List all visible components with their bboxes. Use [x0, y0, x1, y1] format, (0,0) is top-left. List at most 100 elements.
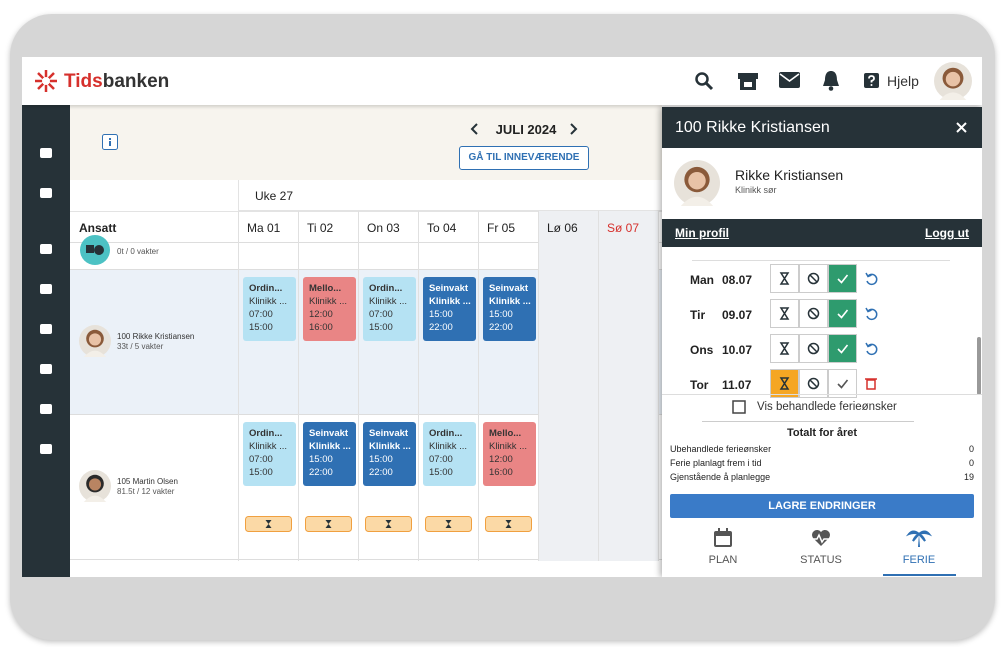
show-processed-checkbox[interactable]	[732, 400, 746, 414]
pending-button[interactable]	[770, 299, 799, 328]
day-header: To 04	[427, 221, 457, 235]
sidebar-icon-part	[40, 324, 52, 334]
totals-value: 0	[968, 444, 974, 454]
pending-button[interactable]	[770, 334, 799, 363]
sidebar-icon-part	[40, 444, 52, 454]
approve-button-part	[837, 379, 849, 389]
tab-label[interactable]: STATUS	[800, 554, 842, 566]
approve-button-part	[837, 309, 849, 319]
mail-icon-part	[779, 73, 800, 82]
shift-place: Klinikk ...	[369, 441, 411, 452]
shift-card[interactable]: Seinvakt Klinikk ... 15:00 22:00	[363, 422, 416, 486]
sidebar-icon[interactable]	[39, 402, 53, 416]
sidebar	[22, 105, 70, 577]
shift-card[interactable]: Ordin... Klinikk ... 07:00 15:00	[243, 277, 296, 341]
shift-end: 15:00	[369, 322, 393, 333]
vacation-request-button[interactable]	[425, 516, 472, 532]
employee-name[interactable]: 100 Rikke Kristiansen	[117, 331, 195, 341]
column-divider	[298, 211, 299, 561]
show-processed-label[interactable]: Vis behandlede ferieønsker	[757, 401, 897, 413]
shift-end: 22:00	[489, 322, 513, 333]
sidebar-icon[interactable]	[39, 186, 53, 200]
undo-button[interactable]	[865, 272, 878, 286]
shift-card[interactable]: Mello... Klinikk ... 12:00 16:00	[483, 422, 536, 486]
sidebar-icon[interactable]	[39, 442, 53, 456]
bell-icon-part	[823, 71, 839, 86]
vacation-day: Tor	[690, 378, 709, 392]
tab-icon-part	[905, 530, 933, 542]
pending-button[interactable]	[770, 264, 799, 293]
column-divider	[598, 211, 599, 561]
delete-button[interactable]	[865, 377, 877, 390]
reject-button-part	[809, 379, 818, 388]
tab-label[interactable]: FERIE	[902, 554, 936, 566]
profile-link[interactable]: Min profil	[675, 226, 729, 240]
tab-icon[interactable]	[811, 528, 831, 548]
help-link[interactable]: Hjelp	[887, 73, 919, 89]
logout-link[interactable]: Logg ut	[925, 226, 969, 240]
avatar-part	[945, 71, 961, 87]
shift-card[interactable]: Ordin... Klinikk ... 07:00 15:00	[423, 422, 476, 486]
sidebar-icon[interactable]	[39, 242, 53, 256]
shift-card[interactable]: Ordin... Klinikk ... 07:00 15:00	[363, 277, 416, 341]
mail-icon[interactable]	[779, 72, 800, 88]
undo-button[interactable]	[865, 307, 878, 321]
active-tab-underline	[883, 574, 956, 576]
save-button[interactable]: LAGRE ENDRINGER	[670, 494, 974, 518]
today-button[interactable]: GÅ TIL INNEVÆRENDE	[459, 146, 589, 170]
show-processed-checkbox-part	[732, 400, 746, 414]
approve-button[interactable]	[828, 299, 857, 328]
search-icon[interactable]	[695, 72, 714, 91]
pending-button[interactable]	[770, 369, 799, 398]
undo-button[interactable]	[865, 342, 878, 356]
sidebar-icon[interactable]	[39, 282, 53, 296]
sidebar-icon[interactable]	[39, 362, 53, 376]
shift-place: Klinikk ...	[489, 296, 531, 307]
employee-name[interactable]: 105 Martin Olsen	[117, 476, 178, 486]
v-scrollbar	[977, 337, 981, 395]
vacation-date: 11.07	[722, 378, 752, 392]
reject-button-part	[807, 272, 820, 285]
tab-icon[interactable]	[905, 528, 933, 548]
month-label: JULI 2024	[495, 122, 557, 137]
tab-icon[interactable]	[713, 528, 733, 548]
prev-month[interactable]	[470, 123, 478, 135]
shift-end: 22:00	[429, 322, 453, 333]
shift-card[interactable]: Ordin... Klinikk ... 07:00 15:00	[243, 422, 296, 486]
column-divider	[538, 211, 539, 561]
approve-button[interactable]	[828, 334, 857, 363]
header-row	[70, 211, 662, 243]
approve-button[interactable]	[828, 369, 857, 398]
store-icon[interactable]	[737, 71, 759, 91]
next-month[interactable]	[570, 123, 578, 135]
sidebar-icon[interactable]	[39, 146, 53, 160]
info-icon[interactable]	[102, 134, 118, 150]
vacation-request-button[interactable]	[485, 516, 532, 532]
reject-button[interactable]	[799, 369, 828, 398]
sidebar-icon[interactable]	[39, 322, 53, 336]
column-divider	[238, 211, 239, 561]
pending-button-part	[779, 307, 790, 320]
shift-card[interactable]: Mello... Klinikk ... 12:00 16:00	[303, 277, 356, 341]
reject-button[interactable]	[799, 299, 828, 328]
vacation-request-button[interactable]	[245, 516, 292, 532]
shift-place: Klinikk ...	[249, 296, 288, 307]
tab-label[interactable]: PLAN	[708, 554, 738, 566]
shift-title: Mello...	[489, 428, 522, 439]
store-icon-part	[738, 73, 758, 79]
help-icon[interactable]	[864, 73, 879, 88]
vacation-date: 09.07	[722, 308, 753, 322]
approve-button[interactable]	[828, 264, 857, 293]
close-button[interactable]	[956, 122, 967, 133]
shift-place: Klinikk ...	[309, 296, 348, 307]
shift-card[interactable]: Seinvakt Klinikk ... 15:00 22:00	[303, 422, 356, 486]
reject-button[interactable]	[799, 334, 828, 363]
shift-card[interactable]: Seinvakt Klinikk ... 15:00 22:00	[423, 277, 476, 341]
vacation-request-button[interactable]	[365, 516, 412, 532]
approve-button-part	[828, 299, 857, 328]
shift-card[interactable]: Seinvakt Klinikk ... 15:00 22:00	[483, 277, 536, 341]
bell-icon[interactable]	[822, 70, 840, 91]
reject-button[interactable]	[799, 264, 828, 293]
vacation-request-button[interactable]	[305, 516, 352, 532]
sidebar-icon-part	[40, 244, 52, 254]
